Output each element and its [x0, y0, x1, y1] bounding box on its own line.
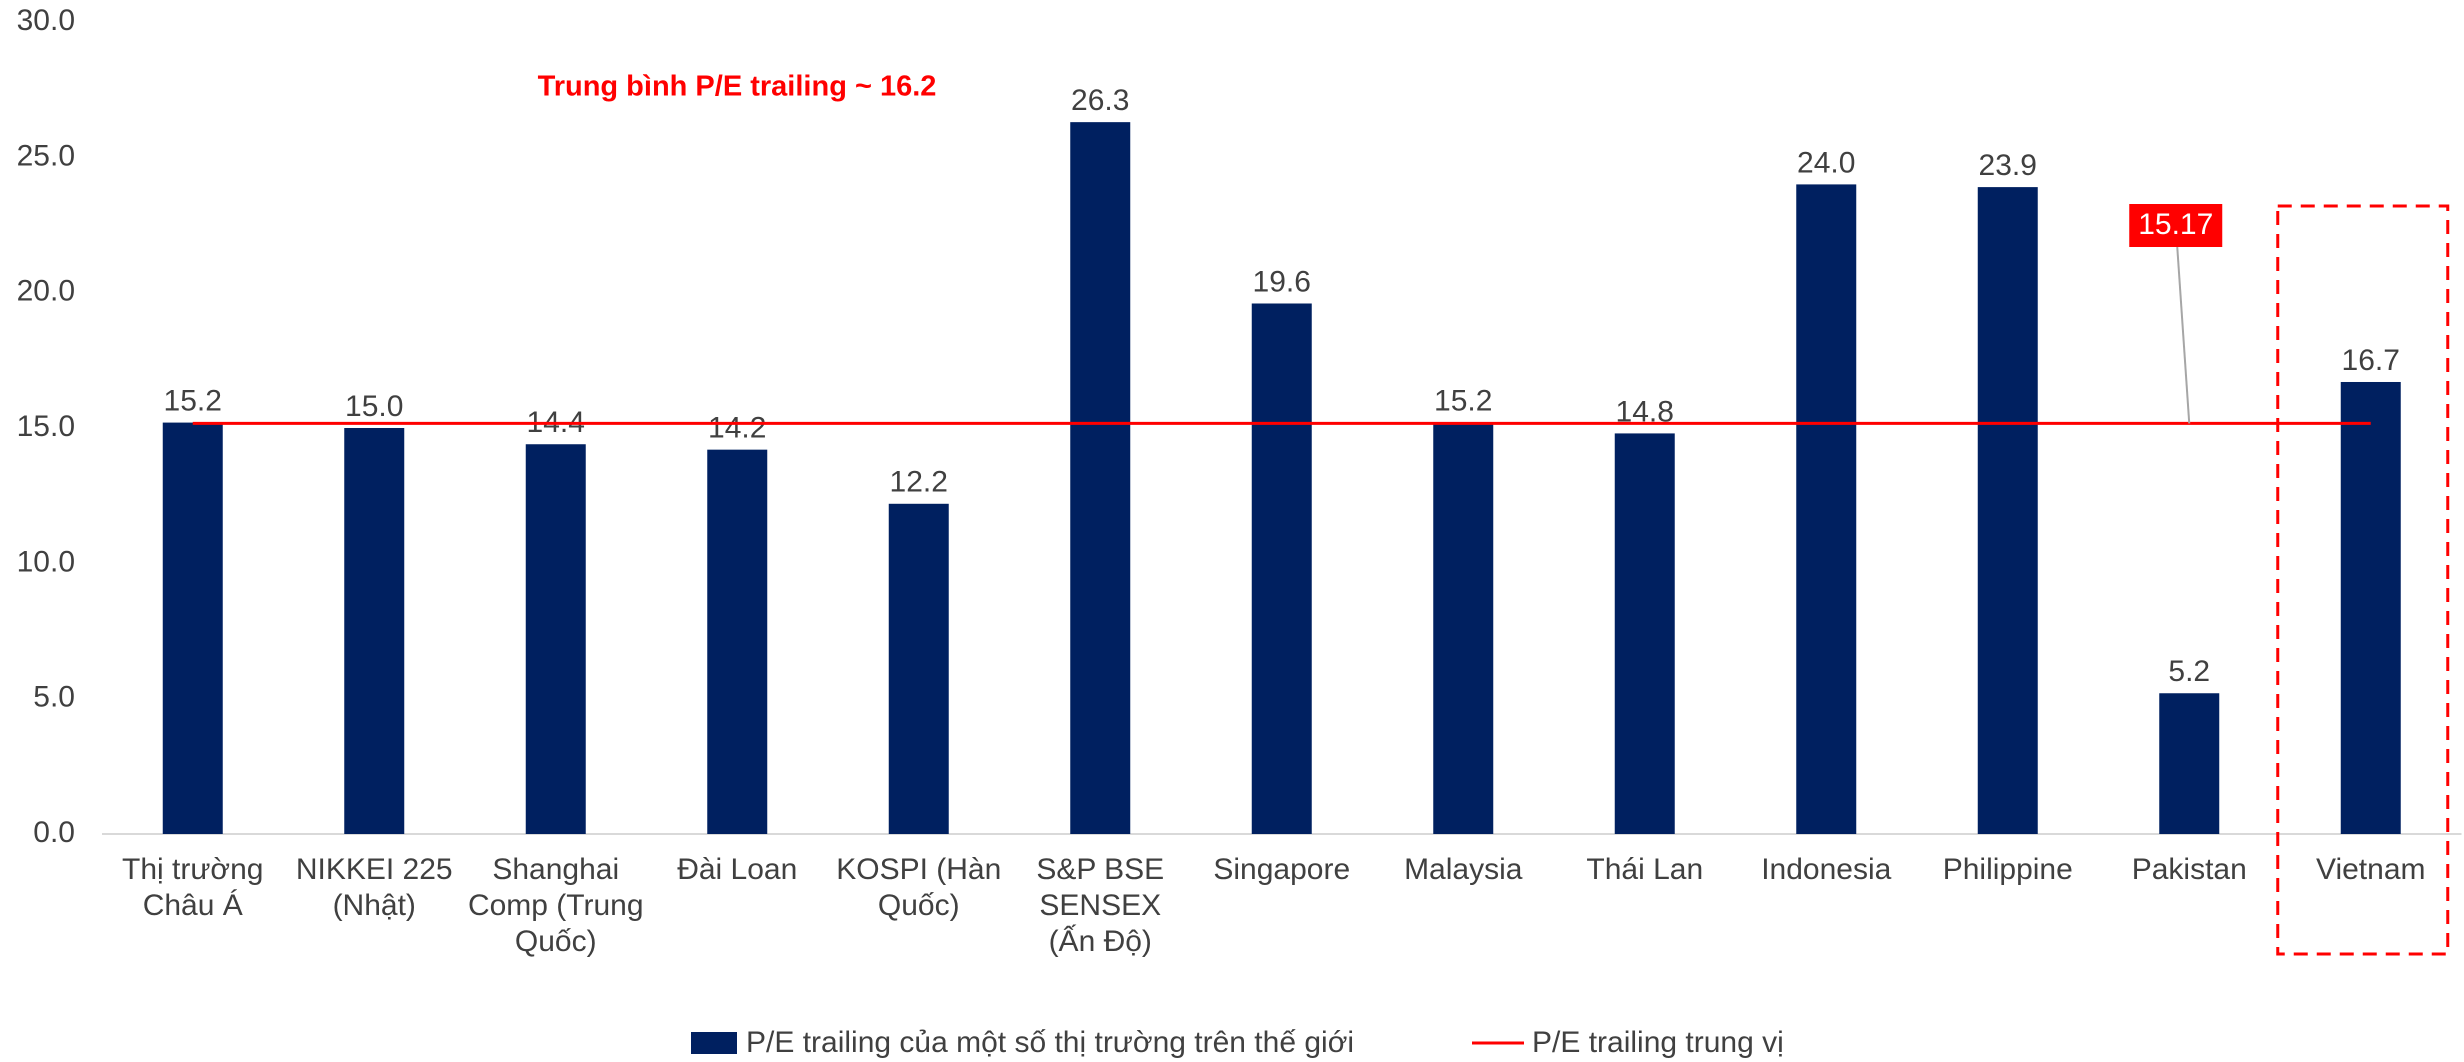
annotation: Trung bình P/E trailing ~ 16.2 [538, 71, 937, 103]
bar [1070, 122, 1131, 834]
bar [1614, 433, 1675, 834]
x-tick-label: Pakistan [2131, 853, 2247, 886]
legend-swatch [691, 1032, 737, 1054]
data-label: 5.2 [2168, 655, 2210, 688]
data-label: 19.6 [1253, 265, 1311, 298]
x-tick-label: Vietnam [2315, 853, 2426, 886]
y-tick-label: 25.0 [17, 139, 75, 172]
bar [2159, 693, 2220, 834]
bar [162, 422, 223, 834]
data-label: 14.2 [708, 412, 766, 445]
bar [2340, 381, 2401, 834]
legend-label: P/E trailing của một số thị trường trên … [746, 1026, 1354, 1059]
data-label: 15.2 [1434, 385, 1492, 418]
leader-line [2176, 246, 2191, 424]
x-tick-label: NIKKEI 225 (Nhật) [295, 853, 453, 922]
data-label: 15.0 [345, 390, 403, 423]
data-label: 23.9 [1979, 149, 2037, 182]
x-tick-label: Thị trường Châu Á [122, 853, 264, 922]
data-label: 26.3 [1071, 84, 1129, 117]
x-tick-label: Thái Lan [1586, 853, 1704, 886]
x-tick-label: Philippine [1942, 853, 2073, 886]
legend-label: P/E trailing trung vị [1532, 1026, 1784, 1059]
x-tick-label: Đài Loan [677, 853, 798, 886]
bar [1433, 422, 1494, 834]
x-tick-label: S&P BSE SENSEX (Ấn Độ) [1036, 853, 1165, 958]
y-tick-label: 10.0 [17, 545, 75, 578]
bar [707, 449, 768, 834]
data-label: 15.2 [164, 385, 222, 418]
bar [344, 428, 405, 834]
y-tick-label: 5.0 [33, 681, 75, 714]
bar [888, 503, 949, 834]
x-tick-label: Indonesia [1761, 853, 1892, 886]
y-tick-label: 20.0 [17, 275, 75, 308]
y-tick-label: 30.0 [17, 4, 75, 37]
bar [1251, 303, 1312, 834]
data-label: 16.7 [2342, 344, 2400, 377]
y-tick-label: 0.0 [33, 816, 75, 849]
callout-label: 15.17 [2138, 208, 2213, 241]
data-label: 24.0 [1797, 146, 1855, 179]
x-tick-label: Singapore [1213, 853, 1351, 886]
bar [1977, 187, 2038, 834]
x-tick-label: Shanghai Comp (Trung Quốc) [467, 853, 644, 958]
x-tick-label: Malaysia [1404, 853, 1523, 886]
bar [525, 444, 586, 834]
highlight-box [2276, 204, 2450, 956]
y-tick-label: 15.0 [17, 410, 75, 443]
callout-box [2129, 204, 2223, 247]
x-tick-label: KOSPI (Hàn Quốc) [836, 853, 1002, 922]
data-label: 12.2 [890, 466, 948, 499]
bar [1796, 184, 1857, 834]
